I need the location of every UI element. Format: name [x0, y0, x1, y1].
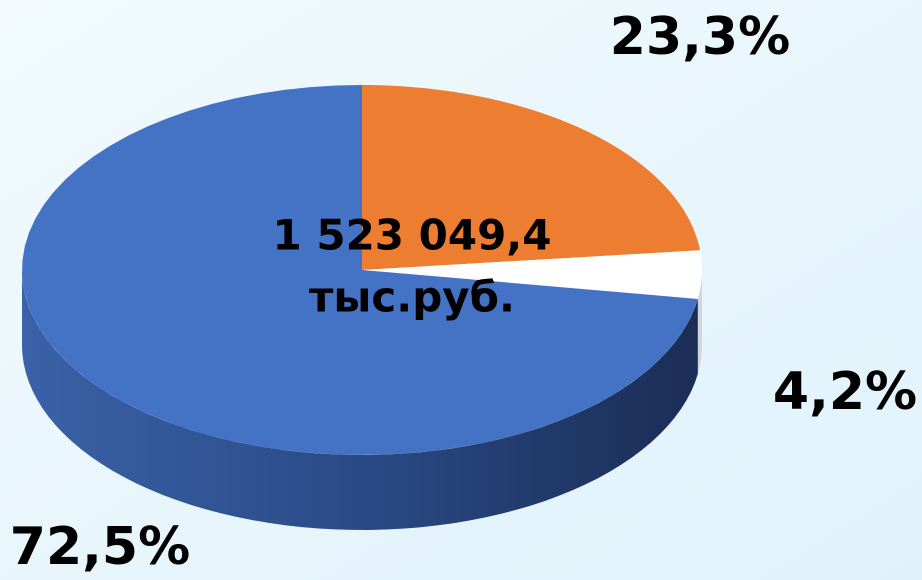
value-label: 4,2%	[773, 362, 917, 422]
pie-slice	[22, 85, 698, 455]
value-label: 72,5%	[10, 517, 190, 577]
pie-slice	[362, 85, 701, 270]
pie-slice	[362, 250, 702, 299]
value-label: 23,3%	[610, 7, 790, 67]
center-label: тыс.руб.	[309, 273, 515, 322]
pie	[22, 85, 702, 530]
pie-side	[697, 270, 702, 374]
pie-side	[22, 270, 698, 530]
center-label: 1 523 049,4	[273, 211, 552, 260]
